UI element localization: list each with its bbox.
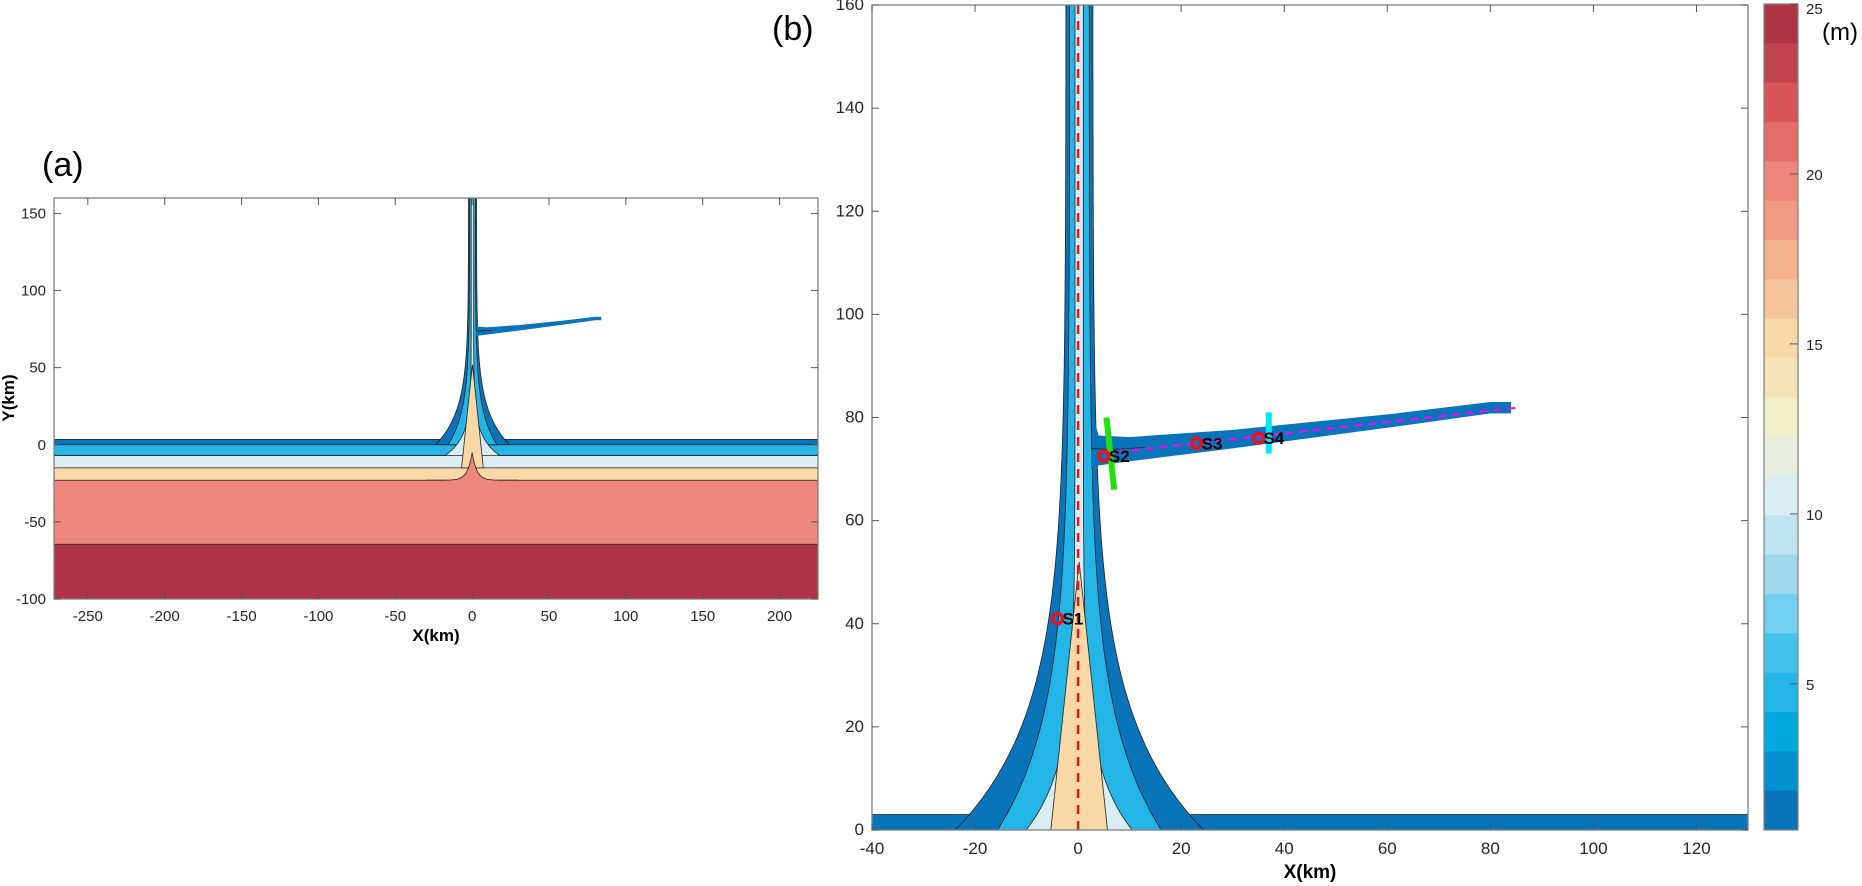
y-tick-label: 120 (836, 201, 864, 220)
colorbar-band (1764, 751, 1798, 792)
y-tick-label: 20 (845, 717, 864, 736)
x-tick-label: -200 (150, 608, 180, 625)
colorbar-band (1764, 515, 1798, 556)
station-marker-S2 (1097, 449, 1111, 463)
colorbar-unit: (m) (1822, 19, 1858, 46)
y-tick-label: -50 (24, 514, 46, 531)
y-tick-label: 100 (21, 283, 46, 300)
x-tick-label: -20 (963, 839, 988, 858)
station-label-S1: S1 (1063, 610, 1084, 629)
colorbar-band (1764, 594, 1798, 634)
panel-b-xlabel: X(km) (1284, 862, 1337, 883)
colorbar-band (1764, 240, 1798, 280)
x-tick-label: 0 (468, 608, 476, 625)
panel-a-label: (a) (42, 146, 84, 184)
station-marker-S3 (1189, 436, 1204, 451)
station-label-S2: S2 (1109, 447, 1130, 466)
x-tick-label: -100 (303, 608, 333, 625)
colorbar: 5 10 15 20 25 (1763, 1, 1823, 831)
axes-box (871, 4, 1749, 831)
x-tick-label: 0 (1073, 839, 1082, 858)
x-tick-label: -250 (73, 608, 103, 625)
panel-b-plot (872, 5, 1748, 830)
channel-light-blue (443, 198, 501, 457)
y-tick-label: 0 (38, 437, 46, 454)
station-label-S4: S4 (1263, 429, 1284, 448)
side-channel-contour (475, 329, 493, 332)
side-channel (476, 316, 602, 336)
channel-light-blue (1025, 5, 1133, 830)
station-label-S3: S3 (1202, 434, 1223, 453)
x-tick-label: 40 (1275, 839, 1294, 858)
colorbar-band (1764, 397, 1798, 438)
x-tick-label: -40 (860, 839, 885, 858)
y-tick-label: 50 (29, 360, 46, 377)
colorbar-band (1764, 200, 1798, 241)
colorbar-band (1764, 672, 1798, 713)
colorbar-tick-label: 25 (1806, 1, 1823, 18)
section-green-line (1103, 417, 1118, 491)
station-marker-S4 (1251, 431, 1266, 445)
colorbar-tick-label: 10 (1806, 507, 1823, 524)
y-tick-label: -100 (16, 591, 46, 608)
colorbar-band (1764, 633, 1798, 674)
colorbar-band (1764, 43, 1798, 84)
station-marker-S1 (1050, 611, 1065, 626)
y-tick-label: 0 (855, 820, 864, 839)
x-tick-label: 80 (1481, 839, 1500, 858)
x-tick-label: 100 (613, 608, 638, 625)
panel-a-axes: -250 -200 -150 -100 -50 0 50 100 150 200 -100 -50 0 5… (16, 197, 819, 625)
x-tick-label: 120 (1682, 839, 1710, 858)
y-tick-label: 80 (845, 408, 864, 427)
y-tick-label: 160 (836, 0, 864, 14)
colorbar-frame (1763, 3, 1799, 831)
panel-a-ylabel: Y(km) (0, 374, 18, 421)
x-tick-label: -150 (227, 608, 257, 625)
colorbar-tick-label: 5 (1806, 677, 1814, 694)
y-tick-label: 140 (836, 98, 864, 117)
colorbar-band (1764, 790, 1798, 831)
colorbar-band (1764, 122, 1798, 162)
y-tick-label: 150 (21, 205, 46, 222)
y-tick-label: 60 (845, 511, 864, 530)
colorbar-tick-label: 15 (1806, 337, 1823, 354)
x-tick-label: 200 (767, 608, 792, 625)
channel-tan (461, 364, 484, 469)
x-tick-label: 20 (1172, 839, 1191, 858)
colorbar-band (1764, 4, 1798, 44)
colorbar-band (1764, 712, 1798, 752)
axes-box (53, 197, 819, 600)
salmon-bump-contour (426, 452, 519, 481)
panel-b-label: (b) (772, 10, 814, 48)
panel-b-axes: -40 -20 0 20 40 60 80 100 120 0 20 40 60 80 100 120 140 1… (836, 0, 1749, 858)
side-channel (1091, 402, 1511, 467)
y-tick-label: 100 (836, 304, 864, 323)
colorbar-band (1764, 82, 1798, 123)
panel-a-plot (54, 198, 818, 599)
band-dark-red (54, 544, 818, 599)
x-tick-label: 150 (690, 608, 715, 625)
colorbar-band (1764, 161, 1798, 202)
panel-a-xlabel: X(km) (412, 626, 459, 645)
x-tick-label: 50 (541, 608, 558, 625)
x-tick-label: 100 (1579, 839, 1607, 858)
colorbar-band (1764, 279, 1798, 320)
x-tick-label: 60 (1378, 839, 1397, 858)
colorbar-band (1764, 436, 1798, 477)
colorbar-band (1764, 358, 1798, 398)
x-tick-label: -50 (384, 608, 406, 625)
colorbar-band (1764, 318, 1798, 359)
colorbar-band (1764, 476, 1798, 516)
salmon-bump (426, 452, 519, 492)
y-tick-label: 40 (845, 614, 864, 633)
colorbar-band (1764, 554, 1798, 595)
colorbar-tick-label: 20 (1806, 167, 1823, 184)
